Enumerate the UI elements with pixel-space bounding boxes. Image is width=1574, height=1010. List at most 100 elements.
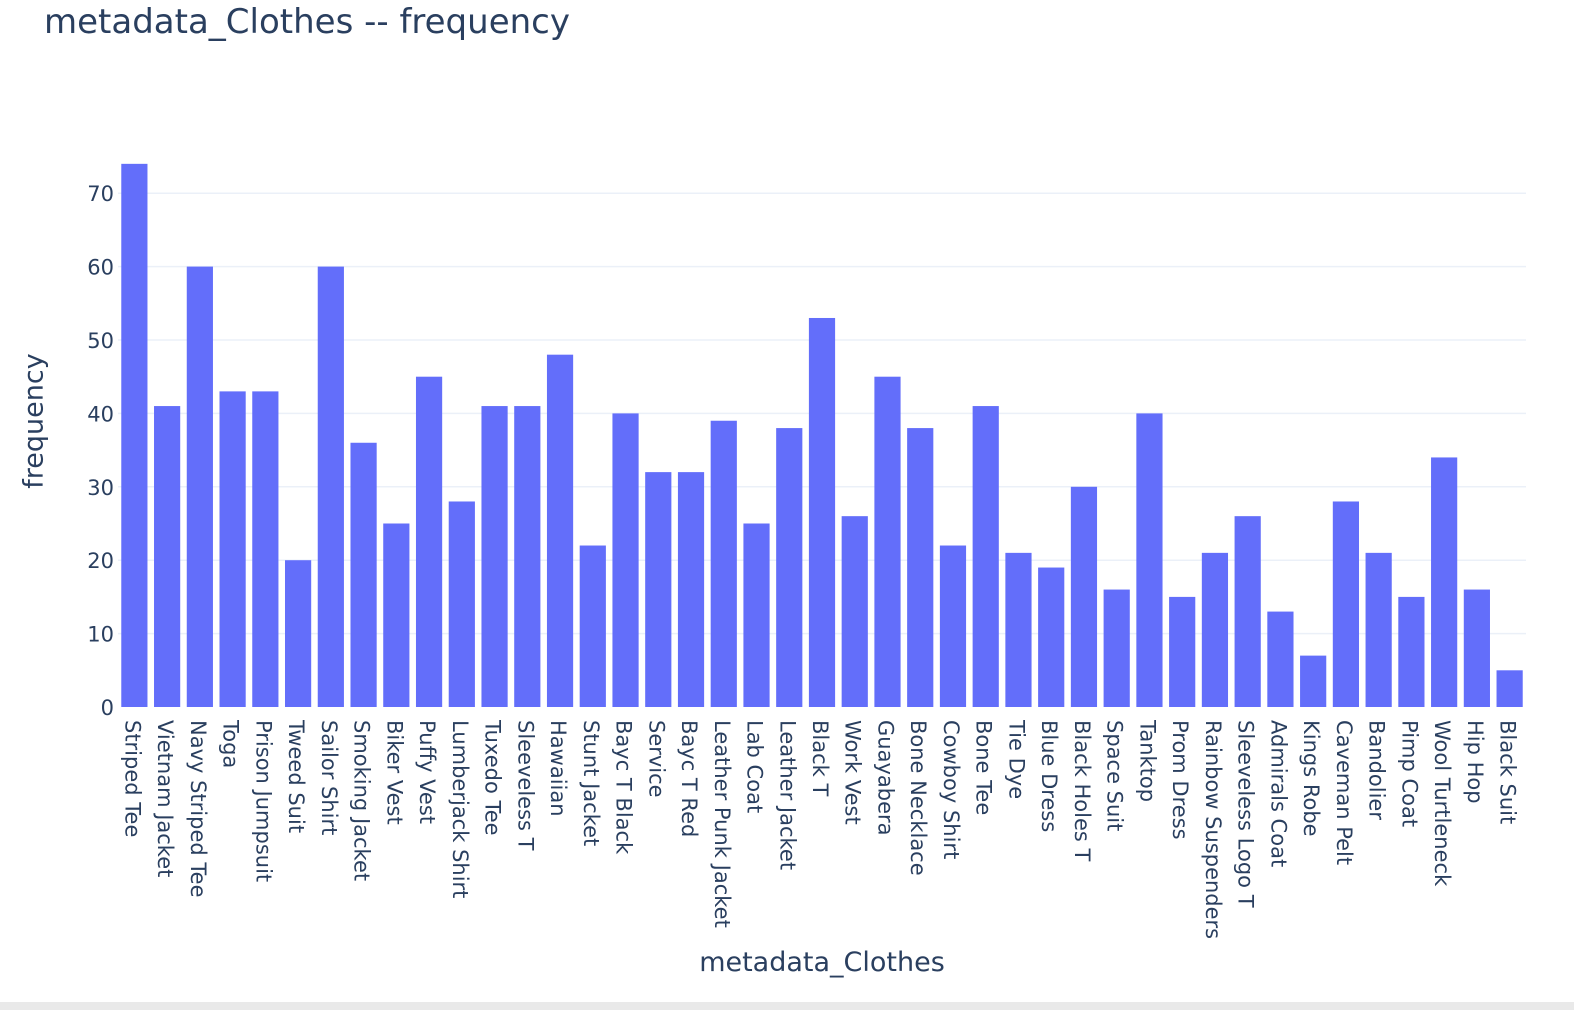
x-tick-label: Service xyxy=(644,720,668,798)
bar-space-suit[interactable] xyxy=(1103,589,1130,707)
y-tick-label: 40 xyxy=(87,402,114,426)
y-tick-label: 10 xyxy=(87,623,114,647)
x-tick-label: Navy Striped Tee xyxy=(186,720,210,898)
bar-kings-robe[interactable] xyxy=(1300,655,1327,707)
bar-caveman-pelt[interactable] xyxy=(1332,501,1360,707)
x-tick-label: Hip Hop xyxy=(1463,720,1487,804)
bar-leather-punk-jacket[interactable] xyxy=(710,420,737,707)
x-tick-label: Tweed Suit xyxy=(284,719,308,833)
x-tick-label: Bandolier xyxy=(1365,720,1389,820)
x-tick-label: Lab Coat xyxy=(743,720,767,813)
bar-rainbow-suspenders[interactable] xyxy=(1201,552,1229,707)
bar-work-vest[interactable] xyxy=(841,516,868,707)
bar-sailor-shirt[interactable] xyxy=(317,266,344,707)
x-tick-label: Striped Tee xyxy=(120,720,144,837)
x-tick-label: Hawaiian xyxy=(546,720,570,817)
bar-pimp-coat[interactable] xyxy=(1398,596,1425,707)
x-tick-label: Pimp Coat xyxy=(1397,720,1421,827)
x-tick-label: Prom Dress xyxy=(1168,720,1192,840)
bar-lab-coat[interactable] xyxy=(743,523,770,708)
x-tick-label: Bayc T Black xyxy=(612,720,636,855)
bars xyxy=(121,163,1523,708)
bar-hip-hop[interactable] xyxy=(1463,589,1490,707)
bar-navy-striped-tee[interactable] xyxy=(186,266,213,707)
bar-leather-jacket[interactable] xyxy=(776,428,803,707)
bar-vietnam-jacket[interactable] xyxy=(154,406,181,707)
bar-hawaiian[interactable] xyxy=(546,354,574,707)
bar-striped-tee[interactable] xyxy=(121,163,148,708)
x-tick-label: Admirals Coat xyxy=(1266,720,1290,867)
x-tick-label: Kings Robe xyxy=(1299,720,1323,837)
x-tick-label: Vietnam Jacket xyxy=(153,720,177,877)
x-tick-label: Leather Punk Jacket xyxy=(710,720,734,928)
x-tick-label: Caveman Pelt xyxy=(1332,720,1356,865)
bar-tie-dye[interactable] xyxy=(1005,552,1032,707)
x-tick-label: Rainbow Suspenders xyxy=(1201,720,1225,939)
x-tick-label: Bone Tee xyxy=(972,720,996,815)
x-tick-label: Sleeveless Logo T xyxy=(1234,720,1258,908)
x-tick-label: Black T xyxy=(808,720,832,796)
x-axis-title: metadata_Clothes xyxy=(699,947,945,978)
x-tick-label: Stunt Jacket xyxy=(579,720,603,846)
bar-sleeveless-logo-t[interactable] xyxy=(1234,516,1261,707)
x-tick-label: Black Holes T xyxy=(1070,720,1094,862)
y-tick-label: 20 xyxy=(87,549,114,573)
x-tick-label: Space Suit xyxy=(1103,720,1127,831)
x-tick-label: Tanktop xyxy=(1135,719,1159,802)
bar-black-t[interactable] xyxy=(808,317,836,707)
x-tick-label: Leather Jacket xyxy=(775,720,799,870)
bar-blue-dress[interactable] xyxy=(1038,567,1065,707)
x-tick-label: Wool Turtleneck xyxy=(1430,720,1454,887)
x-tick-label: Tuxedo Tee xyxy=(481,719,505,836)
x-tick-label: Cowboy Shirt xyxy=(939,720,963,859)
bar-guayabera[interactable] xyxy=(874,376,901,707)
bar-tweed-suit[interactable] xyxy=(284,560,312,707)
bar-stunt-jacket[interactable] xyxy=(579,545,606,707)
x-tick-label: Prison Jumpsuit xyxy=(251,720,275,882)
bar-prom-dress[interactable] xyxy=(1169,596,1196,707)
y-tick-label: 60 xyxy=(87,256,114,280)
bar-tuxedo-tee[interactable] xyxy=(481,406,508,707)
bar-tanktop[interactable] xyxy=(1136,413,1163,707)
chart-title: metadata_Clothes -- frequency xyxy=(44,2,570,42)
x-tick-label: Bayc T Red xyxy=(677,720,701,837)
y-tick-label: 50 xyxy=(87,329,114,353)
bar-service[interactable] xyxy=(645,472,672,707)
bar-lumberjack-shirt[interactable] xyxy=(448,501,475,707)
x-tick-label: Sleeveless T xyxy=(513,720,537,851)
bar-wool-turtleneck[interactable] xyxy=(1431,457,1458,707)
x-tick-label: Puffy Vest xyxy=(415,720,439,824)
page-bottom-strip xyxy=(0,1002,1574,1010)
x-tick-label: Bone Necklace xyxy=(906,720,930,876)
bar-toga[interactable] xyxy=(219,391,246,707)
x-tick-label: Blue Dress xyxy=(1037,720,1061,832)
bar-biker-vest[interactable] xyxy=(383,523,410,708)
x-tick-label: Biker Vest xyxy=(382,720,406,825)
y-tick-label: 0 xyxy=(101,696,114,720)
bar-black-holes-t[interactable] xyxy=(1070,486,1098,707)
x-tick-label: Lumberjack Shirt xyxy=(448,720,472,898)
x-tick-label: Smoking Jacket xyxy=(350,720,374,881)
bar-bone-necklace[interactable] xyxy=(907,428,934,707)
bar-black-suit[interactable] xyxy=(1496,670,1523,707)
x-tick-label: Toga xyxy=(219,719,243,768)
y-tick-label: 70 xyxy=(87,182,114,206)
y-axis-ticks: 0 10 20 30 40 50 60 70 xyxy=(87,182,114,720)
bar-puffy-vest[interactable] xyxy=(415,376,443,707)
bar-smoking-jacket[interactable] xyxy=(350,442,377,707)
x-tick-label: Work Vest xyxy=(841,720,865,825)
bar-sleeveless-t[interactable] xyxy=(514,406,541,707)
bar-admirals-coat[interactable] xyxy=(1267,611,1294,707)
x-tick-label: Tie Dye xyxy=(1004,719,1028,799)
bar-bone-tee[interactable] xyxy=(972,406,999,707)
bar-bayc-t-black[interactable] xyxy=(612,413,639,707)
bar-cowboy-shirt[interactable] xyxy=(939,545,967,707)
y-tick-label: 30 xyxy=(87,476,114,500)
x-tick-label: Black Suit xyxy=(1496,720,1520,824)
bar-bayc-t-red[interactable] xyxy=(677,472,705,707)
bar-prison-jumpsuit[interactable] xyxy=(252,391,279,707)
bar-bandolier[interactable] xyxy=(1365,552,1392,707)
x-tick-label: Guayabera xyxy=(873,720,897,836)
